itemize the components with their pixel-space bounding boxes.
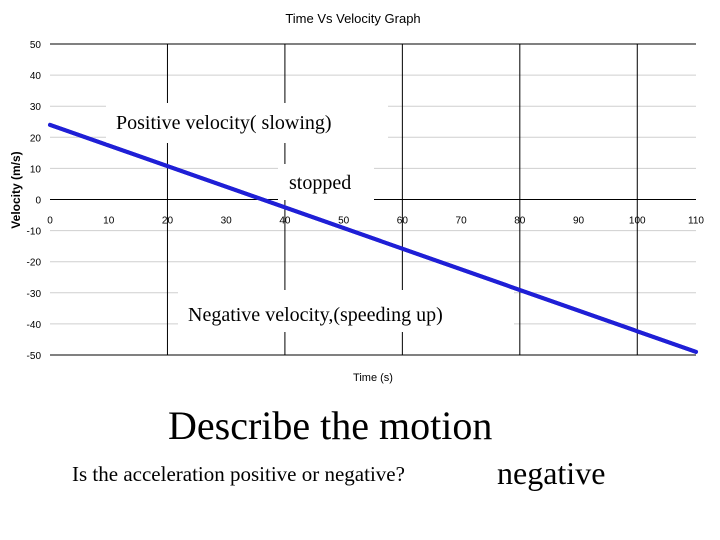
- acceleration-answer: negative: [497, 455, 606, 491]
- annotation-background: [178, 290, 514, 332]
- y-tick-label: -20: [27, 258, 42, 269]
- y-axis-label: Velocity (m/s): [9, 151, 23, 228]
- x-tick-labels: 0 10 20 30 40 50 60 70 80 90 100 110: [47, 216, 704, 227]
- x-tick-label: 10: [103, 216, 115, 227]
- x-axis-label: Time (s): [353, 372, 393, 384]
- y-tick-labels: 50 40 30 20 10 0 -10 -20 -30 -40 -50: [27, 40, 42, 362]
- x-tick-label: 50: [338, 216, 350, 227]
- x-tick-label: 90: [573, 216, 585, 227]
- x-tick-label: 20: [162, 216, 174, 227]
- x-tick-label: 110: [688, 216, 704, 227]
- x-tick-label: 60: [397, 216, 409, 227]
- x-tick-label: 40: [279, 216, 291, 227]
- y-tick-label: -30: [27, 289, 42, 300]
- y-tick-label: 40: [30, 71, 42, 82]
- y-tick-label: 30: [30, 102, 42, 113]
- velocity-line-overlay: [48, 122, 698, 354]
- x-tick-label: 70: [456, 216, 468, 227]
- annotation-label: Negative velocity,(speeding up): [188, 304, 443, 326]
- y-tick-label: 20: [30, 133, 42, 144]
- annotation-label: stopped: [289, 172, 351, 194]
- x-tick-label: 0: [47, 216, 53, 227]
- y-tick-label: -10: [27, 227, 42, 238]
- acceleration-question: Is the acceleration positive or negative…: [72, 462, 405, 486]
- chart-title: Time Vs Velocity Graph: [285, 11, 420, 26]
- describe-heading: Describe the motion: [168, 403, 493, 448]
- annotation-layer: Positive velocity( slowing) stopped Negati…: [48, 103, 698, 354]
- x-tick-label: 80: [514, 216, 526, 227]
- annotation-label: Positive velocity( slowing): [116, 112, 332, 134]
- y-tick-label: -50: [27, 351, 42, 362]
- y-tick-label: -40: [27, 320, 42, 331]
- annotation-background: [278, 164, 374, 200]
- time-velocity-chart: 0 10 20 30 40 50 60 70 80 90 100 110 50403020100-10…: [9, 11, 704, 384]
- x-tick-label: 30: [221, 216, 233, 227]
- y-tick-label: 10: [30, 164, 42, 175]
- y-tick-label: 0: [35, 196, 41, 207]
- annotation-background: [106, 103, 388, 143]
- x-tick-label: 100: [629, 216, 646, 227]
- y-tick-label: 50: [30, 40, 42, 51]
